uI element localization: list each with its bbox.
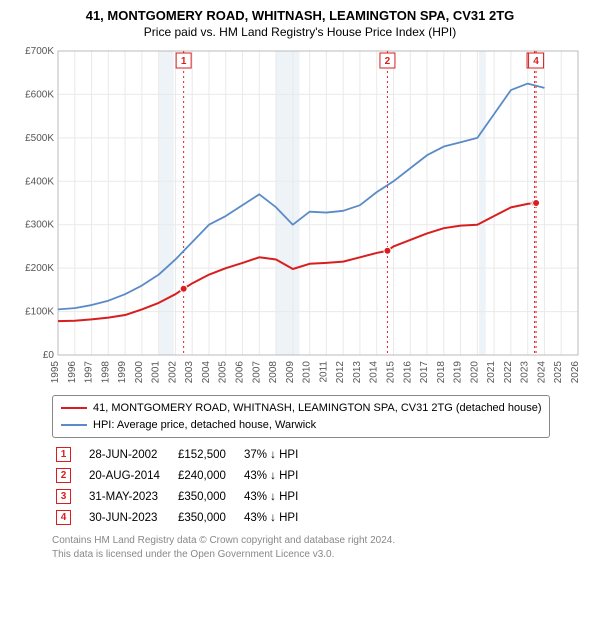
svg-text:4: 4: [533, 56, 539, 67]
svg-text:2001: 2001: [151, 361, 162, 384]
svg-text:£0: £0: [43, 350, 55, 361]
svg-text:2014: 2014: [369, 361, 380, 384]
svg-text:2007: 2007: [251, 361, 262, 384]
chart-legend: 41, MONTGOMERY ROAD, WHITNASH, LEAMINGTO…: [52, 395, 550, 438]
chart-subtitle: Price paid vs. HM Land Registry's House …: [12, 25, 588, 39]
svg-text:2013: 2013: [352, 361, 363, 384]
svg-text:2004: 2004: [201, 361, 212, 384]
svg-text:2022: 2022: [503, 361, 514, 384]
svg-text:2025: 2025: [553, 361, 564, 384]
svg-text:£100K: £100K: [25, 307, 54, 318]
legend-swatch-icon: [61, 407, 87, 409]
footer-line: This data is licensed under the Open Gov…: [52, 548, 588, 562]
svg-text:2023: 2023: [520, 361, 531, 384]
transaction-diff: 43% ↓ HPI: [240, 465, 312, 486]
transaction-price: £152,500: [174, 444, 240, 465]
svg-text:2021: 2021: [486, 361, 497, 384]
svg-text:£200K: £200K: [25, 263, 54, 274]
svg-text:2024: 2024: [536, 361, 547, 384]
transaction-price: £240,000: [174, 465, 240, 486]
svg-text:1995: 1995: [50, 361, 61, 384]
transaction-row: 3 31-MAY-2023£350,00043% ↓ HPI: [52, 486, 312, 507]
svg-text:2000: 2000: [134, 361, 145, 384]
svg-text:2009: 2009: [285, 361, 296, 384]
legend-label: HPI: Average price, detached house, Warw…: [93, 417, 316, 434]
chart-container: 41, MONTGOMERY ROAD, WHITNASH, LEAMINGTO…: [0, 0, 600, 565]
legend-item-property: 41, MONTGOMERY ROAD, WHITNASH, LEAMINGTO…: [61, 400, 541, 417]
transaction-date: 20-AUG-2014: [85, 465, 174, 486]
svg-text:2019: 2019: [453, 361, 464, 384]
legend-item-hpi: HPI: Average price, detached house, Warw…: [61, 417, 541, 434]
svg-text:2: 2: [385, 56, 391, 67]
transaction-date: 30-JUN-2023: [85, 507, 174, 528]
legend-label: 41, MONTGOMERY ROAD, WHITNASH, LEAMINGTO…: [93, 400, 541, 417]
svg-text:1998: 1998: [100, 361, 111, 384]
svg-text:2020: 2020: [469, 361, 480, 384]
transaction-row: 4 30-JUN-2023£350,00043% ↓ HPI: [52, 507, 312, 528]
svg-text:2011: 2011: [318, 361, 329, 383]
svg-text:2006: 2006: [235, 361, 246, 384]
footer-attribution: Contains HM Land Registry data © Crown c…: [52, 534, 588, 561]
transaction-price: £350,000: [174, 507, 240, 528]
svg-text:2008: 2008: [268, 361, 279, 384]
svg-text:1996: 1996: [67, 361, 78, 384]
transaction-diff: 43% ↓ HPI: [240, 486, 312, 507]
svg-text:2017: 2017: [419, 361, 430, 384]
chart-title: 41, MONTGOMERY ROAD, WHITNASH, LEAMINGTO…: [12, 8, 588, 23]
svg-text:£700K: £700K: [25, 46, 54, 57]
transaction-diff: 43% ↓ HPI: [240, 507, 312, 528]
svg-text:2010: 2010: [302, 361, 313, 384]
svg-text:1999: 1999: [117, 361, 128, 384]
svg-text:2002: 2002: [167, 361, 178, 384]
svg-text:2018: 2018: [436, 361, 447, 384]
chart-plot: 1995 1996 1997 1998 1999 2000 2001 2002 2003 2004…: [12, 45, 588, 385]
transaction-price: £350,000: [174, 486, 240, 507]
transaction-row: 1 28-JUN-2002£152,50037% ↓ HPI: [52, 444, 312, 465]
marker-icon: 3: [56, 489, 71, 504]
transaction-date: 28-JUN-2002: [85, 444, 174, 465]
transactions-table: 1 28-JUN-2002£152,50037% ↓ HPI 2 20-AUG-201…: [52, 444, 312, 528]
svg-text:£300K: £300K: [25, 220, 54, 231]
svg-text:2015: 2015: [385, 361, 396, 384]
transaction-date: 31-MAY-2023: [85, 486, 174, 507]
svg-text:1: 1: [181, 56, 187, 67]
svg-text:£500K: £500K: [25, 133, 54, 144]
svg-text:2016: 2016: [402, 361, 413, 384]
transaction-row: 2 20-AUG-2014£240,00043% ↓ HPI: [52, 465, 312, 486]
svg-text:2012: 2012: [335, 361, 346, 384]
svg-text:1997: 1997: [84, 361, 95, 384]
svg-text:2003: 2003: [184, 361, 195, 384]
marker-icon: 2: [56, 468, 71, 483]
svg-text:2005: 2005: [218, 361, 229, 384]
legend-swatch-icon: [61, 424, 87, 426]
marker-icon: 4: [56, 510, 71, 525]
footer-line: Contains HM Land Registry data © Crown c…: [52, 534, 588, 548]
marker-icon: 1: [56, 447, 71, 462]
svg-text:£600K: £600K: [25, 89, 54, 100]
transaction-diff: 37% ↓ HPI: [240, 444, 312, 465]
svg-text:£400K: £400K: [25, 176, 54, 187]
svg-text:2026: 2026: [570, 361, 581, 384]
